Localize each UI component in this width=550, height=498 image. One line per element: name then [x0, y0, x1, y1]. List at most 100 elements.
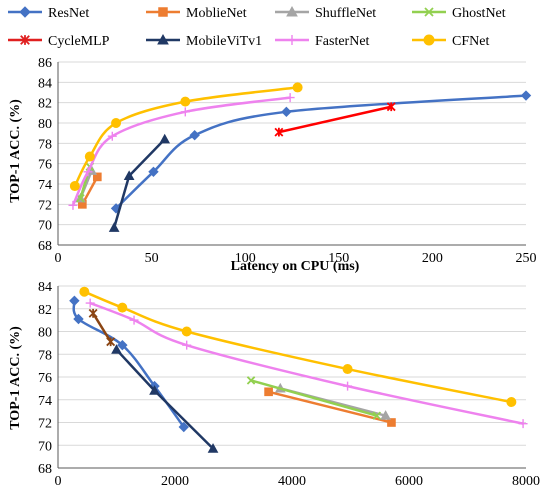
y-tick-label: 68 — [38, 239, 52, 254]
data-point — [281, 106, 292, 118]
series-line — [115, 94, 527, 210]
bottom-chart-grid — [58, 285, 526, 446]
legend-marker — [286, 5, 298, 17]
legend-label: ResNet — [48, 6, 89, 21]
series-line — [89, 301, 524, 425]
data-point — [518, 419, 528, 429]
data-point — [380, 410, 391, 420]
legend-item-cyclemlp: CycleMLP — [8, 34, 110, 49]
legend-label: ShuffleNet — [315, 6, 376, 21]
bottom-chart-y-axis-title: TOP-1 ACC. (%) — [8, 326, 23, 430]
y-tick-label: 82 — [38, 303, 52, 318]
data-point — [83, 167, 93, 177]
series-line — [278, 105, 392, 134]
data-point — [73, 313, 84, 325]
y-tick-label: 70 — [38, 439, 52, 454]
data-point — [107, 131, 117, 141]
data-point — [159, 133, 171, 144]
data-point — [178, 421, 189, 433]
y-tick-label: 72 — [38, 417, 52, 432]
series-line — [71, 96, 291, 206]
data-point — [123, 170, 135, 180]
data-point — [520, 90, 532, 101]
data-point — [506, 397, 517, 408]
legend-label: GhostNet — [452, 6, 506, 21]
data-point — [148, 166, 159, 178]
bottom-chart-axes: 68 70 72 74 76 78 80 82 84 0 2000 4000 6000 8000 — [38, 280, 540, 489]
data-point — [117, 339, 128, 351]
x-tick-label: 50 — [145, 251, 159, 266]
top-chart-axes: 68 70 72 74 76 78 80 82 84 86 0 50 100 150 200 250 — [38, 56, 537, 266]
y-tick-label: 80 — [38, 117, 52, 132]
bottom-chart-series-cyclemlp — [88, 308, 116, 347]
series-line — [268, 390, 392, 424]
bottom-chart-series — [69, 286, 528, 453]
data-point — [246, 376, 256, 385]
legend-label: FasterNet — [315, 34, 370, 49]
data-point — [181, 326, 192, 337]
data-point — [189, 129, 200, 141]
top-chart-series-cyclemlp — [274, 102, 396, 137]
data-point — [88, 308, 98, 318]
data-point — [343, 381, 353, 391]
legend-item-mobilevitv1: MobileViTv1 — [146, 33, 262, 49]
series-line — [115, 348, 214, 450]
legend-item-cfnet: CFNet — [412, 34, 489, 49]
bottom-chart-series-ghostnet — [246, 376, 382, 420]
x-tick-label: 0 — [55, 251, 62, 266]
legend-marker — [424, 7, 434, 17]
data-point — [117, 302, 128, 313]
y-tick-label: 70 — [38, 219, 52, 234]
top-chart-series — [68, 82, 532, 232]
data-point — [108, 222, 120, 232]
top-chart: 68 70 72 74 76 78 80 82 84 86 0 50 100 150 200 250 TOP-… — [8, 56, 537, 274]
data-point — [111, 344, 122, 354]
data-point — [85, 298, 95, 308]
bottom-chart-series-fasternet — [85, 298, 528, 429]
bottom-chart-series-cfnet — [79, 286, 517, 408]
y-tick-label: 80 — [38, 326, 52, 341]
data-point — [342, 364, 353, 375]
x-tick-label: 250 — [516, 251, 537, 266]
data-point — [264, 387, 273, 397]
y-tick-label: 76 — [38, 158, 52, 173]
top-chart-series-cfnet — [69, 82, 303, 192]
legend-item-moblienet: MoblieNet — [146, 6, 247, 21]
y-tick-label: 86 — [38, 56, 52, 71]
top-chart-series-mobilevitv1 — [108, 133, 171, 232]
y-tick-label: 76 — [38, 371, 52, 386]
bottom-chart-series-mobilevitv1 — [111, 344, 219, 453]
legend: ResNet MoblieNet ShuffleNet GhostNet CycleML… — [8, 5, 506, 49]
legend-marker — [20, 35, 30, 45]
data-point — [79, 286, 90, 297]
bottom-chart: 68 70 72 74 76 78 80 82 84 0 2000 4000 6000 8000 TOP-… — [8, 280, 540, 489]
data-point — [129, 315, 139, 325]
legend-marker — [157, 33, 169, 45]
data-point — [68, 200, 78, 210]
legend-label: MoblieNet — [186, 6, 247, 21]
data-point — [84, 151, 95, 162]
data-point — [149, 385, 160, 395]
x-tick-label: 100 — [235, 251, 256, 266]
series-line — [250, 379, 378, 417]
data-point — [292, 82, 303, 93]
legend-marker — [158, 7, 168, 17]
legend-marker — [19, 6, 31, 18]
y-tick-label: 74 — [38, 394, 52, 409]
legend-item-resnet: ResNet — [8, 6, 89, 21]
legend-item-ghostnet: GhostNet — [412, 6, 506, 21]
legend-label: CFNet — [452, 34, 489, 49]
series-line — [112, 138, 166, 229]
data-point — [92, 172, 102, 182]
data-point — [207, 443, 219, 453]
data-point — [274, 127, 284, 137]
legend-marker — [423, 34, 435, 46]
x-tick-label: 6000 — [395, 474, 423, 489]
x-tick-label: 200 — [422, 251, 443, 266]
bottom-chart-series-moblienet — [264, 387, 396, 427]
y-tick-label: 74 — [38, 178, 52, 193]
data-point — [69, 181, 80, 192]
legend-marker — [287, 35, 297, 45]
data-point — [111, 118, 122, 128]
